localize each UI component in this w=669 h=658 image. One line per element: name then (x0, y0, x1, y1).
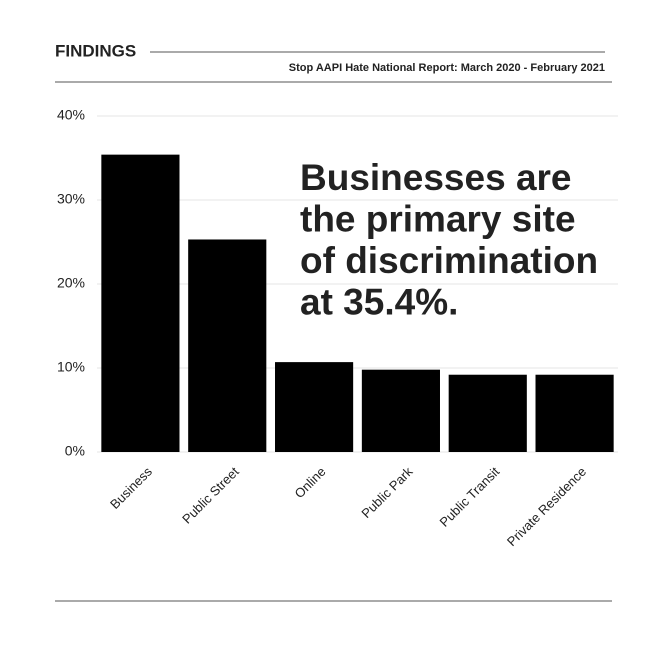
annotation: of discrimination (300, 240, 598, 281)
y-tick-label: 30% (57, 191, 85, 207)
y-tick-label: 10% (57, 359, 85, 375)
annotation: at 35.4%. (300, 281, 458, 322)
bar (535, 374, 614, 452)
y-tick-label: 40% (57, 107, 85, 123)
x-tick-label: Public Street (179, 464, 242, 527)
y-tick-label: 20% (57, 275, 85, 291)
y-tick-label: 0% (65, 443, 85, 459)
header-subtitle: Stop AAPI Hate National Report: March 20… (289, 62, 605, 74)
x-tick-label: Private Residence (504, 464, 589, 549)
x-tick-label: Online (291, 464, 328, 501)
bar (361, 369, 440, 452)
bar (275, 362, 354, 452)
annotation: the primary site (300, 198, 576, 239)
x-tick-label: Public Park (358, 464, 415, 521)
bar (188, 239, 267, 452)
header-title: FINDINGS (55, 41, 136, 60)
bar (448, 374, 527, 452)
bar (101, 154, 180, 452)
x-tick-label: Business (107, 464, 155, 512)
x-tick-label: Public Transit (437, 464, 503, 530)
plot: 0% 10% 20% 30% 40% Business Public Street Onlin… (57, 107, 618, 549)
annotation: Businesses are (300, 157, 572, 198)
